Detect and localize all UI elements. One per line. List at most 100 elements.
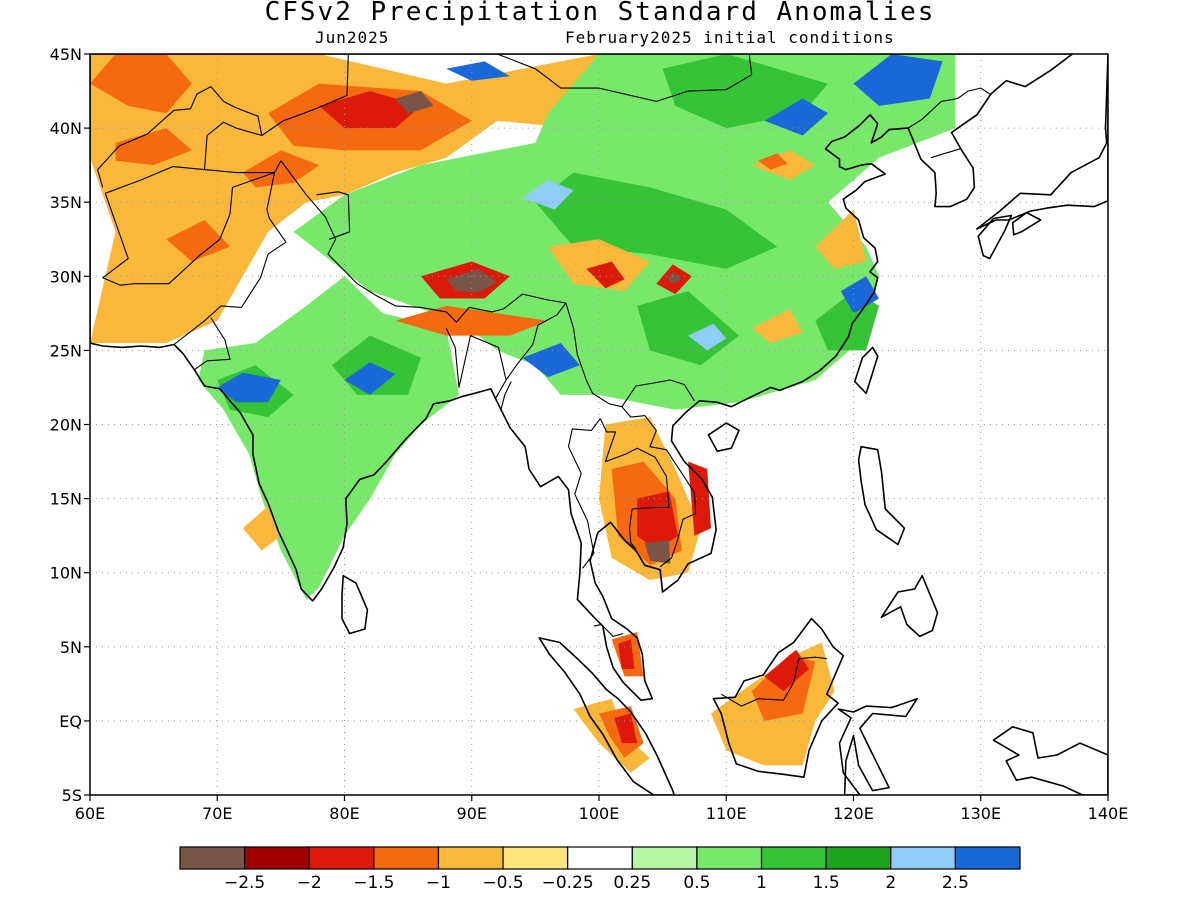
anomaly-region [666,271,682,284]
coastline [857,445,906,546]
anomaly-region [637,291,739,366]
colorbar-label: 0.25 [613,873,651,893]
anomaly-region [614,713,638,744]
anomaly-region [395,305,549,336]
colorbar-label: −0.5 [482,873,523,893]
colorbar-swatch [890,846,956,870]
lon-tick-label: 110E [706,804,747,823]
lon-tick-label: 80E [329,804,359,823]
colorbar-swatch [696,846,763,870]
coastline [853,346,879,395]
coastline [837,697,918,795]
colorbar-swatch [437,846,504,870]
anomaly-region [115,128,192,166]
colorbar-label: 1 [756,873,767,893]
lat-tick-label: 15N [50,490,82,509]
lon-tick-label: 60E [75,804,105,823]
country-border [173,172,287,345]
country-border [500,381,512,410]
country-border [567,418,601,569]
anomaly-region [688,461,711,536]
lat-tick-label: EQ [59,712,82,731]
lat-tick-label: 35N [50,193,82,212]
anomaly-region [344,362,396,395]
anomaly-region [815,209,867,269]
lat-tick-label: 45N [50,45,82,64]
anomaly-region [90,54,192,114]
colorbar-label: 0.5 [683,873,710,893]
anomaly-region [751,150,816,180]
colorbar-label: 2.5 [942,873,969,893]
anomaly-fills [90,54,956,773]
anomaly-region [840,276,879,314]
anomaly-region [764,98,828,136]
country-border [193,317,231,371]
colorbar-swatch [825,846,892,870]
country-border [475,54,773,102]
coastline [538,637,675,795]
anomaly-region [853,54,943,106]
country-border [930,148,961,159]
anomaly-region [242,150,320,188]
lon-tick-label: 130E [960,804,1001,823]
anomaly-region [217,372,281,403]
anomaly-region [522,343,580,378]
colorbar-swatch [244,846,310,870]
anomaly-region [637,491,678,551]
colorbar-label: 2 [885,873,896,893]
anomaly-region [166,220,230,262]
anomaly-region [522,180,574,210]
lat-tick-label: 5S [62,786,82,805]
country-border [97,86,263,188]
anomaly-region [688,323,727,351]
anomaly-region [319,91,421,129]
lat-tick-label: 40N [50,119,82,138]
colorbar-label: −1 [426,873,451,893]
country-border [599,418,670,550]
anomaly-region [586,261,625,289]
anomaly-region [446,268,498,293]
country-border [593,624,624,637]
country-border [907,87,991,129]
lon-tick-label: 100E [579,804,620,823]
anomaly-region [395,91,434,114]
country-border [316,191,351,240]
lat-tick-label: 25N [50,341,82,360]
anomaly-region [764,649,809,692]
colorbar-swatch [760,846,827,870]
colorbar-swatch [631,846,698,870]
coastline [90,54,1074,702]
anomaly-region [242,506,281,551]
colorbar-label: −0.25 [542,873,594,893]
country-border [348,54,351,55]
lat-tick-label: 10N [50,564,82,583]
colorbar-swatch [373,846,440,870]
country-border [720,656,827,707]
country-border [105,160,695,408]
anomaly-region [446,61,510,81]
coastline [712,617,845,779]
anomaly-region [644,540,671,564]
lon-tick-label: 70E [202,804,232,823]
lon-tick-label: 120E [833,804,874,823]
colorbar-swatch [954,846,1021,870]
country-border [505,302,567,381]
colorbar-swatch [179,846,246,870]
coastline [992,725,1108,795]
lat-tick-label: 20N [50,416,82,435]
colorbar-swatch [308,846,375,870]
map-title: CFSv2 Precipitation Standard Anomalies [264,0,936,27]
colorbar-swatch [567,846,633,870]
coastline [880,574,939,638]
country-border [102,172,275,286]
colorbar-label: −2.5 [224,873,265,893]
coastline [1011,211,1042,236]
country-border [261,54,349,136]
colorbar-label: −1.5 [353,873,394,893]
lat-tick-label: 30N [50,267,82,286]
coastline [977,214,1013,260]
colorbar-label: 1.5 [813,873,840,893]
colorbar-swatch [502,846,569,870]
